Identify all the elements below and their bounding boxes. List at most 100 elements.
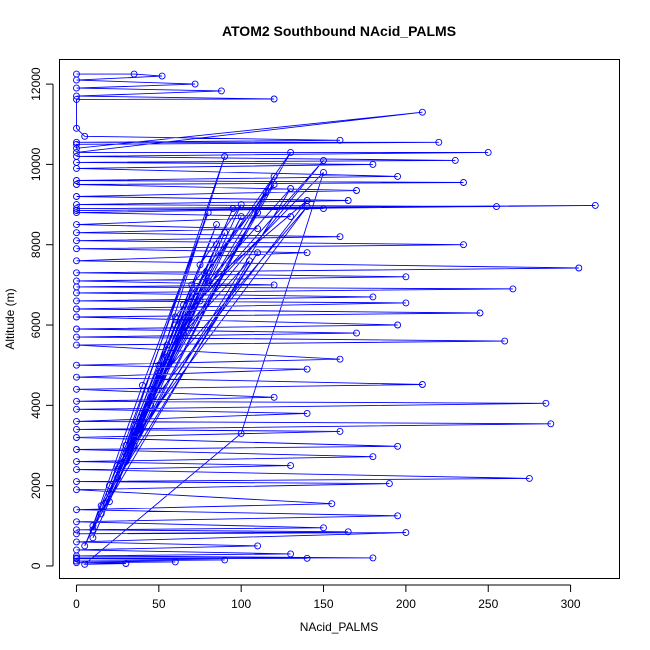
data-point [73, 269, 80, 277]
y-axis: 0 2000 4000 6000 8000 10000 12000 [29, 67, 54, 569]
data-point [163, 341, 171, 349]
data-point [501, 337, 509, 345]
data-point [191, 80, 199, 88]
data-point [122, 560, 130, 567]
data-point [73, 325, 80, 333]
data-point [336, 136, 344, 144]
data-point [353, 329, 360, 337]
data-point [155, 369, 163, 377]
data-point [418, 381, 426, 388]
x-tick-label: 0 [73, 597, 80, 611]
data-point [245, 257, 253, 265]
data-point [73, 207, 80, 215]
data-point [270, 172, 278, 180]
chart-title: ATOM2 Southbound NAcid_PALMS [222, 23, 456, 39]
data-point [213, 241, 220, 249]
data-point [73, 405, 80, 413]
data-point [217, 87, 225, 95]
data-point [402, 529, 410, 537]
plot-frame [59, 59, 620, 579]
data-point [493, 203, 500, 211]
data-point [270, 281, 278, 289]
data-point [73, 559, 80, 567]
data-point [196, 297, 204, 305]
data-point [73, 193, 80, 200]
data-point [105, 498, 113, 506]
x-tick-label: 250 [478, 597, 498, 611]
data-point [155, 361, 163, 369]
data-point [394, 442, 402, 450]
data-point [81, 560, 89, 568]
y-tick-label: 0 [29, 562, 43, 569]
data-point [460, 241, 467, 249]
data-point [204, 269, 212, 277]
data-point [158, 72, 166, 80]
data-point [105, 490, 113, 498]
series-line [76, 73, 596, 565]
data-point [73, 552, 80, 560]
data-point [73, 144, 80, 152]
data-point [394, 321, 402, 329]
data-point [138, 417, 146, 425]
data-point [73, 237, 80, 245]
data-point [73, 530, 80, 538]
data-point [476, 309, 484, 317]
data-point [262, 189, 270, 196]
data-point [73, 92, 80, 100]
data-point [73, 140, 80, 148]
data-point [547, 420, 555, 428]
data-point [73, 486, 80, 494]
data-point [114, 466, 122, 474]
data-point [122, 450, 130, 457]
data-point [575, 264, 583, 272]
data-point [171, 337, 179, 345]
data-point [402, 299, 410, 307]
data-point [229, 205, 237, 213]
data-point [270, 181, 278, 188]
data-point [73, 373, 80, 381]
data-point [451, 156, 459, 164]
y-tick-label: 12000 [29, 67, 43, 101]
data-point [171, 313, 179, 321]
data-point [303, 203, 311, 211]
data-point [89, 534, 97, 542]
data-point [147, 401, 155, 409]
data-point [147, 393, 155, 401]
data-point [484, 148, 492, 156]
data-point [221, 229, 229, 237]
data-point [73, 361, 80, 369]
y-tick-label: 8000 [29, 231, 43, 258]
data-point [73, 425, 80, 433]
data-point [73, 526, 80, 534]
data-point [138, 409, 146, 417]
data-point [73, 95, 80, 103]
data-point [542, 399, 550, 407]
data-point [460, 179, 467, 186]
data-point [435, 138, 443, 146]
data-point [130, 442, 138, 449]
data-point [122, 458, 130, 466]
data-point [73, 84, 80, 92]
data-point [171, 558, 179, 566]
data-point [303, 554, 311, 562]
data-point [171, 321, 179, 329]
x-axis-label: NAcid_PALMS [300, 620, 378, 634]
data-point [287, 550, 295, 558]
data-point [73, 458, 80, 466]
data-point [105, 482, 113, 490]
data-point [237, 429, 245, 437]
data-point [130, 70, 138, 78]
data-point [130, 434, 138, 441]
data-point [122, 442, 130, 449]
y-tick-label: 10000 [29, 147, 43, 181]
data-point [130, 421, 138, 429]
data-point [237, 201, 245, 209]
x-tick-label: 150 [314, 597, 334, 611]
data-point [287, 462, 295, 470]
data-point [73, 76, 80, 84]
data-point [73, 506, 80, 514]
data-point [320, 156, 327, 164]
data-point [97, 502, 105, 510]
data-point [394, 172, 402, 180]
